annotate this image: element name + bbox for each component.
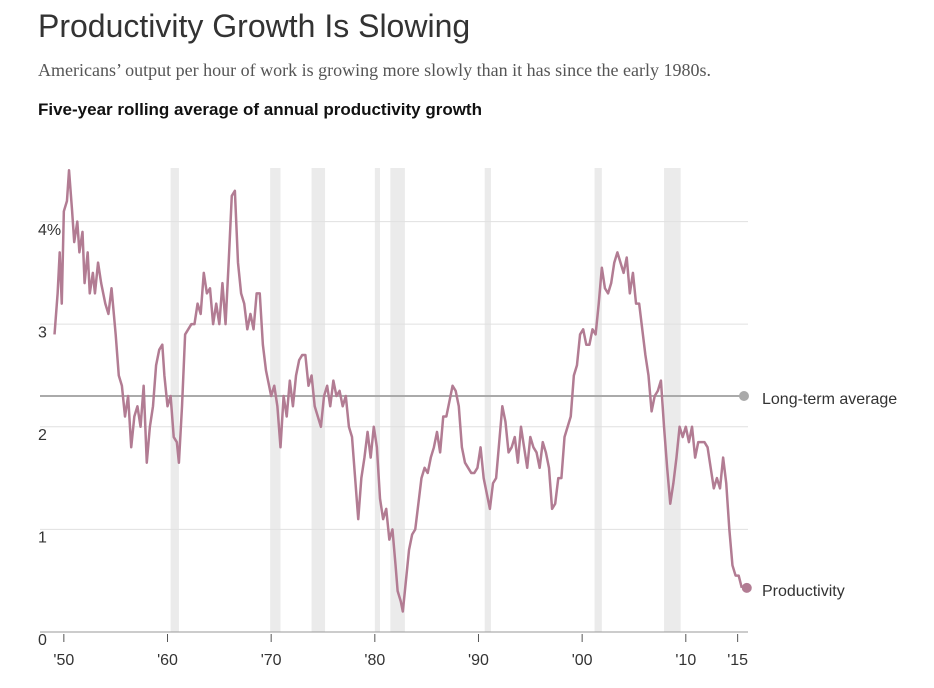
recession-band — [390, 168, 405, 632]
recession-band — [170, 168, 179, 632]
recession-band — [484, 168, 491, 632]
x-tick-label: '60 — [157, 652, 178, 669]
series-label: Productivity — [762, 583, 845, 600]
chart-title: Five-year rolling average of annual prod… — [38, 100, 482, 119]
x-tick-label: '50 — [53, 652, 74, 669]
y-tick-label: 3 — [38, 324, 47, 341]
series-line — [53, 169, 743, 613]
average-label: Long-term average — [762, 391, 897, 408]
y-tick-label: 2 — [38, 427, 47, 444]
x-tick-label: '15 — [727, 652, 748, 669]
recession-band — [311, 168, 326, 632]
x-tick-label: '90 — [468, 652, 489, 669]
title: Productivity Growth Is Slowing — [38, 8, 471, 44]
recession-band — [374, 168, 381, 632]
y-tick-label: 4% — [38, 222, 61, 239]
x-tick-label: '80 — [364, 652, 385, 669]
subtitle: Americans’ output per hour of work is gr… — [38, 60, 712, 80]
recession-band — [594, 168, 602, 632]
x-tick-label: '00 — [572, 652, 593, 669]
recession-band — [664, 168, 681, 632]
y-tick-label: 1 — [38, 530, 47, 547]
end-dot — [741, 582, 752, 593]
average-dot — [739, 391, 749, 401]
y-tick-label: 0 — [38, 632, 47, 649]
x-tick-label: '10 — [675, 652, 696, 669]
x-tick-label: '70 — [261, 652, 282, 669]
